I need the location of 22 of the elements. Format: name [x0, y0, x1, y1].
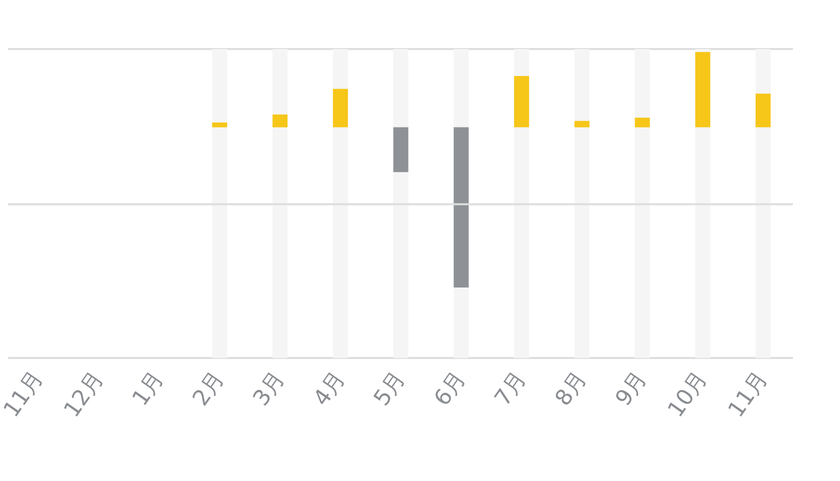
x-tick-label: 7月 — [490, 366, 532, 411]
x-tick-label: 6月 — [430, 366, 472, 411]
bar — [212, 122, 228, 128]
bar — [695, 52, 710, 128]
x-tick-label: 1月 — [128, 366, 170, 411]
bar — [514, 76, 530, 128]
bar — [272, 114, 288, 128]
x-tick-label: 5月 — [370, 366, 411, 411]
x-tick-label: 3月 — [248, 366, 290, 411]
x-tick-label: 9月 — [611, 366, 652, 411]
bar — [332, 88, 348, 128]
bar — [393, 127, 408, 172]
x-tick-label: 10月 — [664, 366, 713, 422]
x-tick-label: 11月 — [0, 366, 48, 422]
x-tick-label: 8月 — [550, 366, 592, 411]
bar — [756, 94, 771, 128]
x-tick-label: 2月 — [188, 366, 230, 411]
x-tick-label: 4月 — [309, 366, 350, 411]
bar — [634, 118, 650, 128]
x-tick-label: 11月 — [724, 366, 774, 422]
bar — [574, 120, 590, 128]
x-tick-label: 12月 — [60, 366, 109, 422]
